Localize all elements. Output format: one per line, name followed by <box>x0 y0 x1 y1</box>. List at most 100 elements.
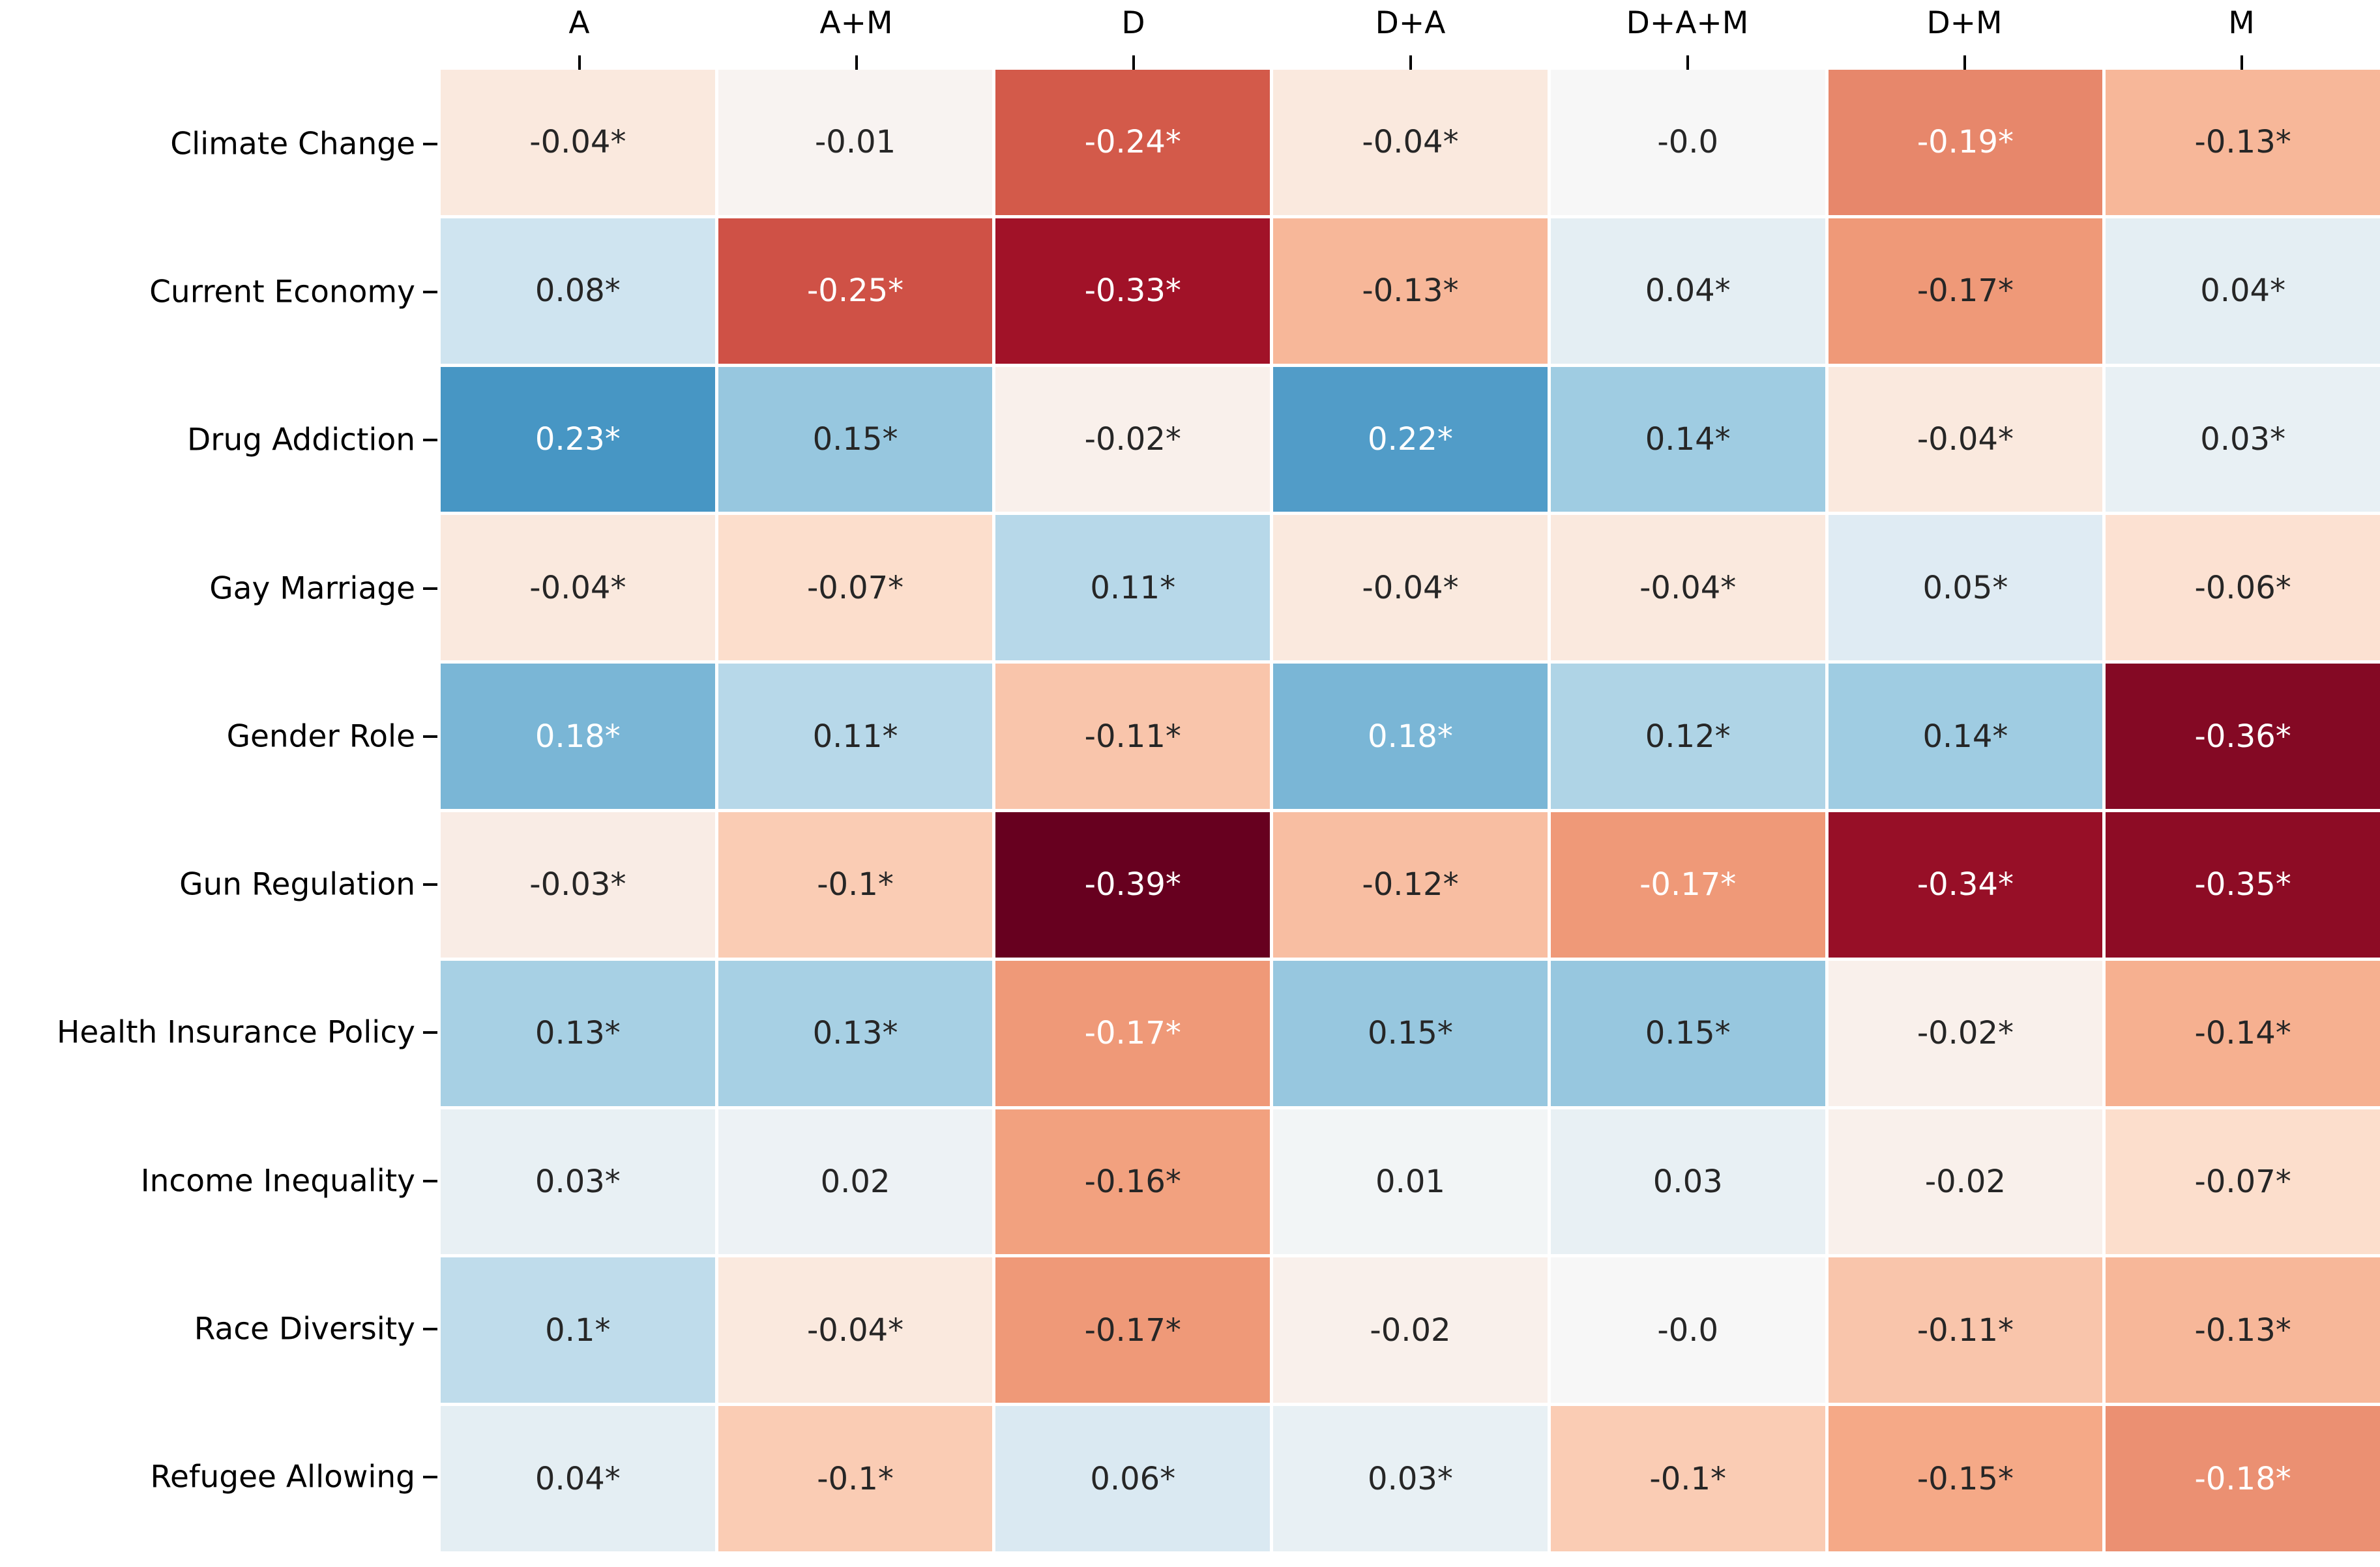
heatmap-cell-refugee-allowing-d-m: -0.15* <box>1828 1406 2103 1551</box>
heatmap-cell-gender-role-a: 0.18* <box>441 664 715 809</box>
column-label-d: D <box>1121 5 1145 41</box>
heatmap-cell-refugee-allowing-a-m: -0.1* <box>718 1406 993 1551</box>
y-axis-tick <box>423 1328 437 1331</box>
heatmap-cell-health-insurance-policy-m: -0.14* <box>2106 960 2380 1106</box>
heatmap-cell-current-economy-d: -0.33* <box>995 218 1271 364</box>
x-axis-tick <box>1963 55 1966 70</box>
y-axis-tick <box>423 587 437 590</box>
row-label-income-inequality: Income Inequality <box>140 1163 415 1199</box>
heatmap-cell-drug-addiction-d-a: 0.22* <box>1273 366 1548 512</box>
row-label-refugee-allowing: Refugee Allowing <box>150 1459 415 1495</box>
heatmap-cell-race-diversity-d-m: -0.11* <box>1828 1257 2103 1403</box>
row-label-gay-marriage: Gay Marriage <box>209 570 415 607</box>
heatmap-cell-gun-regulation-m: -0.35* <box>2106 812 2380 958</box>
x-axis-tick <box>1686 55 1689 70</box>
heatmap-cell-refugee-allowing-a: 0.04* <box>441 1406 715 1551</box>
row-label-current-economy: Current Economy <box>149 274 415 310</box>
heatmap-cell-health-insurance-policy-d: -0.17* <box>995 960 1271 1106</box>
heatmap-cell-race-diversity-a-m: -0.04* <box>718 1257 993 1403</box>
heatmap-cell-gay-marriage-a-m: -0.07* <box>718 515 993 661</box>
heatmap-cell-income-inequality-d-a-m: 0.03 <box>1550 1109 1825 1255</box>
heatmap-cell-health-insurance-policy-d-a: 0.15* <box>1273 960 1548 1106</box>
y-axis-tick <box>423 290 437 293</box>
heatmap-cell-race-diversity-d-a: -0.02 <box>1273 1257 1548 1403</box>
y-axis-tick <box>423 883 437 886</box>
heatmap-cell-climate-change-d-a: -0.04* <box>1273 70 1548 215</box>
heatmap-cell-gay-marriage-m: -0.06* <box>2106 515 2380 661</box>
column-label-d-a-m: D+A+M <box>1626 5 1749 41</box>
heatmap-cell-gay-marriage-a: -0.04* <box>441 515 715 661</box>
heatmap-cell-gender-role-d-m: 0.14* <box>1828 664 2103 809</box>
heatmap-cell-gay-marriage-d-a-m: -0.04* <box>1550 515 1825 661</box>
x-axis-tick <box>2240 55 2243 70</box>
heatmap-cell-refugee-allowing-d: 0.06* <box>995 1406 1271 1551</box>
heatmap-cell-income-inequality-d-a: 0.01 <box>1273 1109 1548 1255</box>
heatmap-cell-gender-role-d: -0.11* <box>995 664 1271 809</box>
row-label-gun-regulation: Gun Regulation <box>179 866 415 903</box>
column-label-a-m: A+M <box>819 5 893 41</box>
heatmap-cell-current-economy-a-m: -0.25* <box>718 218 993 364</box>
row-label-climate-change: Climate Change <box>170 126 415 162</box>
heatmap-grid: -0.04* -0.01 -0.24* -0.04* -0.0 -0.19* -0.13* 0… <box>441 70 2380 1551</box>
heatmap-cell-refugee-allowing-d-a-m: -0.1* <box>1550 1406 1825 1551</box>
heatmap-cell-gun-regulation-a-m: -0.1* <box>718 812 993 958</box>
y-axis-tick <box>423 439 437 442</box>
heatmap-cell-race-diversity-d-a-m: -0.0 <box>1550 1257 1825 1403</box>
heatmap-cell-climate-change-a: -0.04* <box>441 70 715 215</box>
heatmap-cell-refugee-allowing-d-a: 0.03* <box>1273 1406 1548 1551</box>
heatmap-cell-drug-addiction-d-m: -0.04* <box>1828 366 2103 512</box>
x-axis-tick <box>1409 55 1412 70</box>
heatmap-cell-gender-role-a-m: 0.11* <box>718 664 993 809</box>
heatmap-cell-drug-addiction-a-m: 0.15* <box>718 366 993 512</box>
column-label-m: M <box>2228 5 2255 41</box>
heatmap-cell-gun-regulation-d-a-m: -0.17* <box>1550 812 1825 958</box>
column-label-d-a: D+A <box>1375 5 1446 41</box>
heatmap-cell-race-diversity-m: -0.13* <box>2106 1257 2380 1403</box>
heatmap-cell-gun-regulation-d-a: -0.12* <box>1273 812 1548 958</box>
heatmap-cell-income-inequality-a-m: 0.02 <box>718 1109 993 1255</box>
heatmap-cell-income-inequality-m: -0.07* <box>2106 1109 2380 1255</box>
heatmap-cell-health-insurance-policy-a: 0.13* <box>441 960 715 1106</box>
heatmap-cell-refugee-allowing-m: -0.18* <box>2106 1406 2380 1551</box>
heatmap-cell-health-insurance-policy-d-a-m: 0.15* <box>1550 960 1825 1106</box>
heatmap-cell-income-inequality-d-m: -0.02 <box>1828 1109 2103 1255</box>
heatmap-cell-climate-change-a-m: -0.01 <box>718 70 993 215</box>
x-axis-tick <box>1132 55 1135 70</box>
x-axis-tick <box>855 55 858 70</box>
y-axis-tick <box>423 1031 437 1034</box>
heatmap-cell-race-diversity-a: 0.1* <box>441 1257 715 1403</box>
column-label-d-m: D+M <box>1926 5 2003 41</box>
x-axis-tick <box>578 55 581 70</box>
heatmap-cell-climate-change-d-a-m: -0.0 <box>1550 70 1825 215</box>
heatmap-cell-climate-change-m: -0.13* <box>2106 70 2380 215</box>
heatmap-cell-income-inequality-a: 0.03* <box>441 1109 715 1255</box>
heatmap-cell-drug-addiction-d-a-m: 0.14* <box>1550 366 1825 512</box>
heatmap-cell-climate-change-d: -0.24* <box>995 70 1271 215</box>
row-label-health-insurance-policy: Health Insurance Policy <box>56 1014 415 1051</box>
y-axis-tick <box>423 142 437 145</box>
row-label-gender-role: Gender Role <box>226 718 415 755</box>
heatmap-cell-income-inequality-d: -0.16* <box>995 1109 1271 1255</box>
heatmap-cell-climate-change-d-m: -0.19* <box>1828 70 2103 215</box>
column-label-a: A <box>568 5 590 41</box>
heatmap-cell-gender-role-m: -0.36* <box>2106 664 2380 809</box>
heatmap-cell-gun-regulation-a: -0.03* <box>441 812 715 958</box>
row-label-drug-addiction: Drug Addiction <box>187 422 415 458</box>
heatmap-cell-current-economy-d-m: -0.17* <box>1828 218 2103 364</box>
heatmap-cell-race-diversity-d: -0.17* <box>995 1257 1271 1403</box>
y-axis-tick <box>423 1179 437 1182</box>
row-label-race-diversity: Race Diversity <box>194 1311 415 1347</box>
heatmap-cell-gay-marriage-d-m: 0.05* <box>1828 515 2103 661</box>
heatmap-cell-gay-marriage-d-a: -0.04* <box>1273 515 1548 661</box>
heatmap-cell-current-economy-d-a-m: 0.04* <box>1550 218 1825 364</box>
heatmap-cell-gender-role-d-a: 0.18* <box>1273 664 1548 809</box>
heatmap-cell-drug-addiction-d: -0.02* <box>995 366 1271 512</box>
heatmap-cell-current-economy-m: 0.04* <box>2106 218 2380 364</box>
heatmap-cell-current-economy-a: 0.08* <box>441 218 715 364</box>
heatmap-cell-drug-addiction-a: 0.23* <box>441 366 715 512</box>
heatmap-cell-gun-regulation-d-m: -0.34* <box>1828 812 2103 958</box>
heatmap-cell-current-economy-d-a: -0.13* <box>1273 218 1548 364</box>
heatmap-cell-health-insurance-policy-d-m: -0.02* <box>1828 960 2103 1106</box>
y-axis-tick <box>423 735 437 738</box>
